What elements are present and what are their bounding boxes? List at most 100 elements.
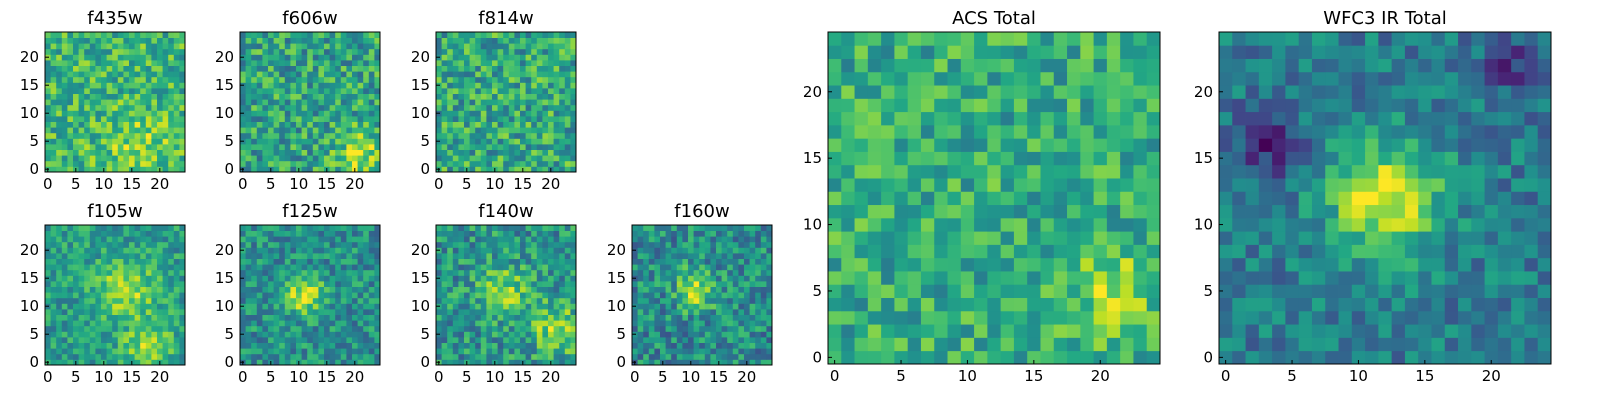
heatmap-cell [469,54,476,61]
heatmap-cell [447,225,454,231]
heatmap-cell [329,314,336,321]
heatmap-cell [564,348,571,355]
heatmap-cell [654,337,661,343]
heatmap-cell [262,236,269,243]
heatmap-cell [307,331,314,338]
heatmap-cell [45,104,51,111]
heatmap-cell [73,337,79,343]
heatmap-cell [279,71,286,78]
heatmap-cell [464,121,470,128]
heatmap-cell [106,309,113,315]
heatmap-cell [363,303,370,310]
heatmap-cell [312,269,319,276]
heatmap-cell [480,32,487,38]
heatmap-cell [553,60,560,66]
heatmap-cell [710,337,717,343]
heatmap-cell [508,258,515,265]
heatmap-cell [564,82,571,89]
heatmap-cell [268,121,274,128]
heatmap-cell [335,253,342,259]
heatmap-cell [1053,244,1068,259]
heatmap-cell [112,138,119,145]
heatmap-cell [514,138,521,145]
heatmap-cell [61,149,68,156]
heatmap-cell [123,71,130,78]
heatmap-cell [279,247,286,254]
heatmap-cell [374,325,381,332]
heatmap-cell [721,264,728,271]
heatmap-cell [50,225,57,231]
heatmap-cell [974,231,988,245]
heatmap-cell [1120,191,1134,206]
heatmap-cell [151,60,158,66]
heatmap-cell [1093,217,1108,232]
heatmap-cell [867,231,882,245]
heatmap-cell [475,269,482,276]
heatmap-cell [1067,191,1081,206]
heatmap-cell [520,43,526,50]
heatmap-cell [357,275,364,282]
heatmap-cell [867,191,882,206]
heatmap-cell [749,331,756,338]
heatmap-cell [129,264,135,271]
heatmap-cell [301,331,308,338]
heatmap-cell [290,60,297,66]
heatmap-cell [50,309,57,315]
heatmap-cell [268,110,274,117]
heatmap-cell [101,258,107,265]
heatmap-cell [559,99,566,106]
heatmap-cell [307,60,314,66]
heatmap-cell [329,121,336,128]
heatmap-cell [335,230,342,237]
heatmap-cell [514,116,521,122]
heatmap-cell [45,342,51,349]
heatmap-cell [129,225,135,231]
heatmap-cell [480,225,487,231]
heatmap-cell [245,264,252,271]
heatmap-cell [1053,257,1068,272]
heatmap-cell [256,93,263,100]
heatmap-cell [1067,284,1081,298]
heatmap-cell [56,253,63,259]
heatmap-cell [123,253,130,259]
heatmap-cell [721,337,728,343]
heatmap-cell [67,258,74,265]
heatmap-cell [134,160,141,167]
heatmap-cell [536,71,543,78]
heatmap-cell [324,269,330,276]
heatmap-cell [140,320,147,327]
heatmap-cell [548,93,554,100]
heatmap-cell [307,166,314,173]
heatmap-cell [168,54,175,61]
heatmap-cell [1120,124,1134,139]
heatmap-cell [45,269,51,276]
heatmap-cell [441,54,448,61]
heatmap-cell [89,160,96,167]
heatmap-cell [854,204,869,219]
heatmap-cell [1146,217,1161,232]
heatmap-cell [67,160,74,167]
heatmap-cell [101,348,107,355]
heatmap-cell [67,138,74,145]
heatmap-cell [346,230,353,237]
heatmap-cell [95,144,102,150]
heatmap-cell [73,65,79,72]
heatmap-cell [469,88,476,94]
heatmap-cell [920,231,935,245]
heatmap-cell [335,353,342,360]
heatmap-cell [312,297,319,304]
heatmap-cell [245,258,252,265]
heatmap-cell [67,253,74,259]
heatmap-cell [78,275,85,282]
heatmap-cell [492,149,498,156]
heatmap-cell [727,286,734,293]
heatmap-cell [284,99,291,106]
heatmap-cell [514,43,521,50]
heatmap-cell [140,37,147,44]
heatmap-cell [525,292,532,299]
heatmap-cell [117,138,124,145]
heatmap-cell [1146,231,1161,245]
heatmap-cell [744,253,750,259]
heatmap-cell [531,230,538,237]
heatmap-cell [157,325,163,332]
